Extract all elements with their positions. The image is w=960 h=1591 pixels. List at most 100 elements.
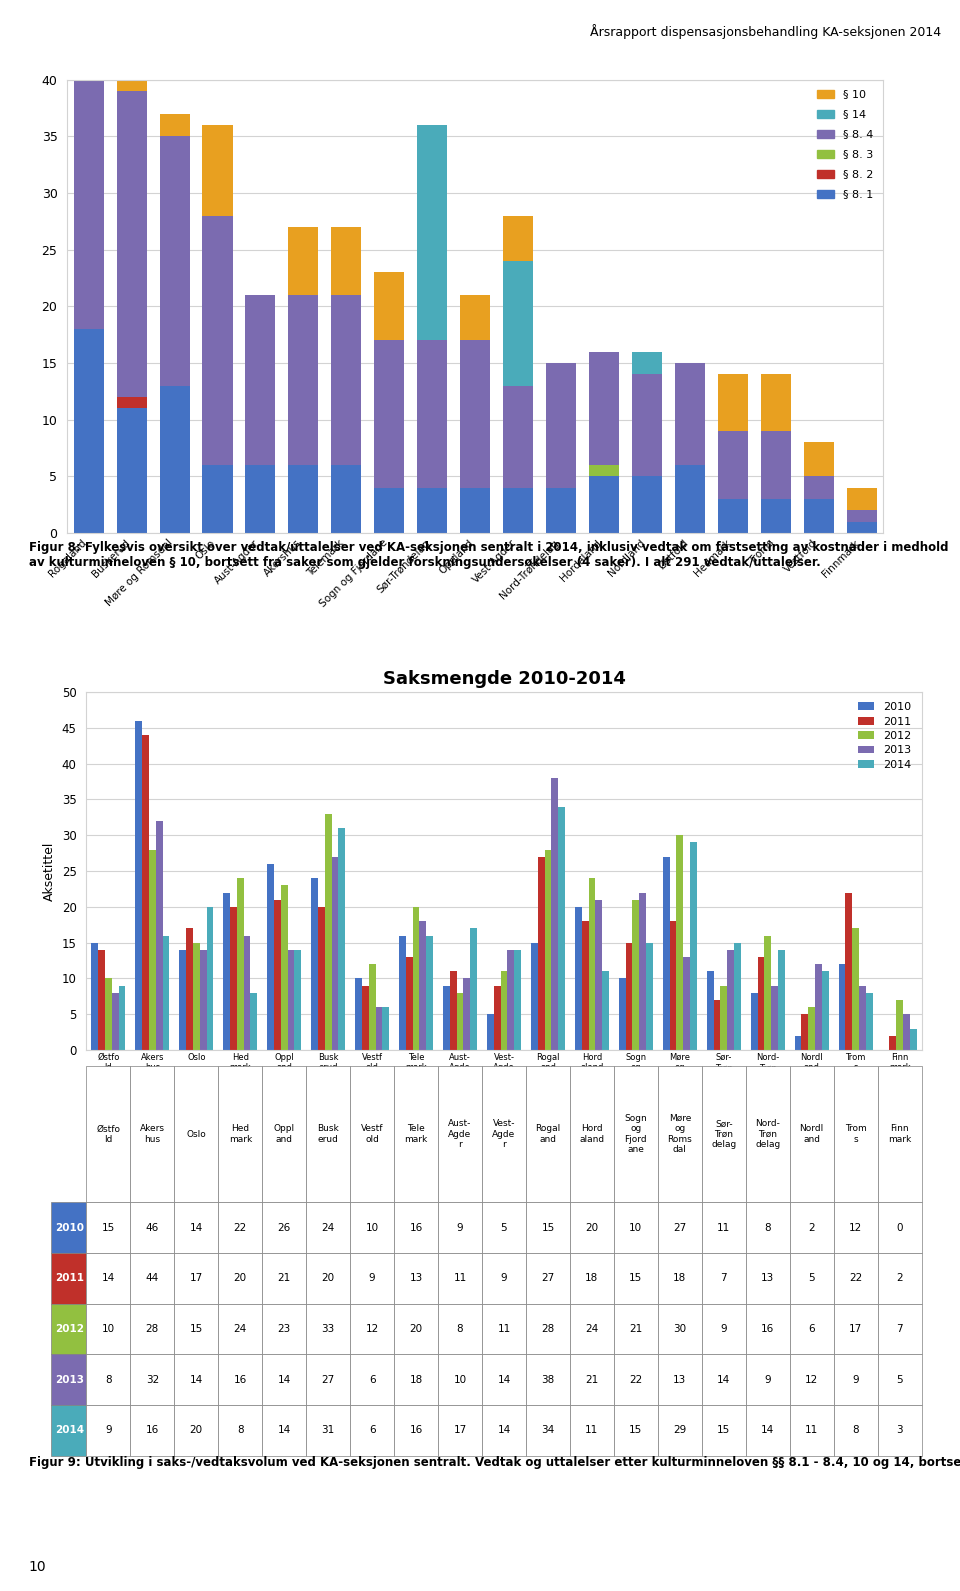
Bar [338, 827, 346, 1050]
Bar [288, 228, 319, 294]
Bar [426, 936, 433, 1050]
Bar [493, 985, 500, 1050]
Bar [778, 950, 784, 1050]
Bar [105, 978, 111, 1050]
Bar [180, 950, 186, 1050]
Bar [116, 46, 147, 91]
Bar [331, 294, 361, 465]
Bar [418, 340, 447, 487]
Bar [588, 878, 595, 1050]
Bar [116, 398, 147, 409]
Bar [544, 850, 551, 1050]
Bar [734, 942, 741, 1050]
Bar [331, 228, 361, 294]
Bar [866, 993, 873, 1050]
Bar [200, 950, 206, 1050]
Bar [847, 511, 876, 522]
Bar [374, 272, 404, 340]
Bar [460, 340, 491, 487]
Bar [418, 126, 447, 340]
Bar [406, 956, 413, 1050]
Bar [413, 907, 420, 1050]
Bar [897, 999, 903, 1050]
Bar [677, 835, 684, 1050]
Bar [503, 487, 533, 533]
Bar [159, 137, 189, 385]
Bar [331, 465, 361, 533]
Bar [116, 409, 147, 533]
Bar [795, 1036, 802, 1050]
Bar [632, 352, 662, 374]
Bar [142, 735, 149, 1050]
Bar [98, 950, 105, 1050]
Bar [375, 1007, 382, 1050]
Bar [203, 126, 232, 215]
Bar [193, 942, 200, 1050]
Bar [203, 215, 232, 465]
Bar [859, 985, 866, 1050]
Bar [839, 964, 846, 1050]
Bar [311, 878, 318, 1050]
Bar [551, 778, 558, 1050]
Bar [675, 465, 705, 533]
Bar [718, 374, 748, 431]
Bar [159, 385, 189, 533]
Bar [646, 942, 653, 1050]
Bar [847, 522, 876, 533]
Bar [903, 1015, 910, 1050]
Bar [503, 385, 533, 487]
Bar [91, 942, 98, 1050]
Bar [503, 215, 533, 261]
Bar [288, 465, 319, 533]
Bar [119, 985, 126, 1050]
Bar [162, 936, 169, 1050]
Bar [764, 936, 771, 1050]
Bar [720, 985, 727, 1050]
Bar [718, 431, 748, 500]
Bar [159, 113, 189, 137]
Bar [237, 878, 244, 1050]
Bar [203, 465, 232, 533]
Bar [230, 907, 237, 1050]
Bar [619, 978, 626, 1050]
Bar [760, 431, 791, 500]
Bar [771, 985, 778, 1050]
Bar [804, 500, 834, 533]
Bar [500, 971, 508, 1050]
Bar [632, 476, 662, 533]
Bar [804, 476, 834, 500]
Bar [244, 936, 251, 1050]
Bar [369, 964, 375, 1050]
Bar [802, 1015, 808, 1050]
Bar [362, 985, 369, 1050]
Bar [757, 956, 764, 1050]
Bar [503, 261, 533, 385]
Bar [464, 978, 470, 1050]
Bar [582, 921, 588, 1050]
Bar [760, 374, 791, 431]
Bar [374, 340, 404, 487]
Bar [804, 442, 834, 476]
Bar [508, 950, 515, 1050]
Bar [538, 856, 544, 1050]
Bar [727, 950, 734, 1050]
Bar [420, 921, 426, 1050]
Bar [457, 993, 464, 1050]
Bar [575, 907, 582, 1050]
Bar [355, 978, 362, 1050]
Bar [288, 294, 319, 465]
Bar [589, 476, 619, 533]
Bar [460, 487, 491, 533]
Bar [399, 936, 406, 1050]
Bar [846, 893, 852, 1050]
Bar [374, 487, 404, 533]
Bar [546, 363, 576, 487]
Bar [274, 899, 281, 1050]
Bar [760, 500, 791, 533]
Legend: 2010, 2011, 2012, 2013, 2014: 2010, 2011, 2012, 2013, 2014 [853, 697, 916, 775]
Bar [116, 91, 147, 398]
Bar [808, 1007, 815, 1050]
Bar [815, 964, 822, 1050]
Bar [470, 928, 477, 1050]
Bar [224, 893, 230, 1050]
